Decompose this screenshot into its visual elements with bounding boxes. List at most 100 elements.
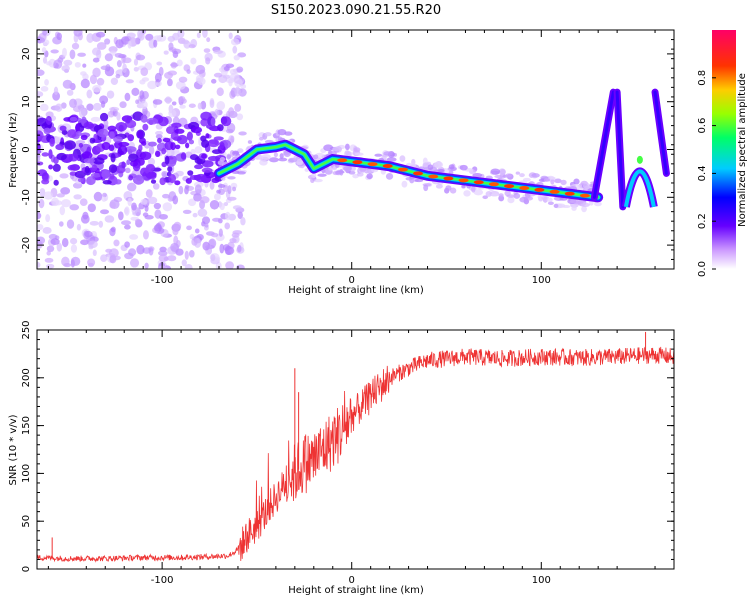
noise-blob [237,211,243,219]
spectrogram-y-tick-label: 10 [21,95,32,108]
band-blob [194,164,204,170]
band-blob [118,124,124,132]
noise-blob [153,39,158,48]
noise-blob [89,220,99,226]
noise-blob [115,73,121,79]
noise-blob [61,102,67,109]
noise-blob [172,50,179,59]
noise-blob [101,196,107,202]
noise-blob [155,130,164,136]
ridge-halo [548,176,556,180]
colorbar-label: Normalized spectral amplitude [737,73,748,227]
noise-blob [144,205,149,212]
noise-blob [202,30,208,38]
noise-blob [197,77,206,86]
noise-blob [194,146,203,154]
ridge-halo [414,178,424,183]
noise-blob [178,185,184,195]
ridge-hotspot [428,174,439,179]
noise-blob [189,233,195,240]
band-blob [159,177,166,186]
band-blob [48,149,53,159]
noise-blob [46,263,55,269]
snr-y-tick-label: 100 [21,464,32,483]
ridge-halo [278,157,288,162]
band-blob [75,123,81,134]
noise-blob [236,113,244,121]
ridge-halo [261,154,271,160]
band-blob [53,179,59,186]
band-blob [128,175,134,181]
band-blob [78,142,84,148]
noise-blob [69,98,77,108]
band-blob [138,137,146,144]
colorbar-ticks: 0.0 0.2 0.4 0.6 0.8 [697,70,716,277]
ridge-halo [423,162,429,169]
noise-blob [60,187,71,195]
ridge-hotspot [458,178,469,183]
ridge-halo [490,168,501,175]
noise-blob [205,244,215,250]
noise-blob [96,42,107,50]
ridge-halo [562,205,571,209]
noise-blob [48,233,58,240]
noise-blob [100,100,106,108]
ridge-halo [437,168,445,173]
noise-blob [194,228,200,234]
noise-blob [93,191,103,202]
ridge-halo [268,157,279,163]
noise-blob [37,37,46,44]
ridge-halo [220,177,226,181]
band-blob [80,134,88,141]
noise-blob [110,77,119,85]
noise-blob [124,92,131,102]
noise-blob [131,202,137,211]
noise-blob [234,86,241,97]
noise-blob [61,256,70,267]
noise-blob [68,82,75,90]
noise-blob [50,238,60,245]
noise-blob [92,249,97,257]
noise-blob [140,67,149,77]
noise-blob [90,116,101,123]
band-blob [37,161,44,166]
band-blob [37,130,44,141]
noise-blob [135,54,146,61]
band-blob [171,122,182,128]
ridge-halo [550,178,555,185]
ridge-halo [343,165,352,172]
noise-blob [91,47,101,56]
noise-blob [44,257,54,263]
noise-blob [42,56,48,64]
noise-blob [204,223,209,228]
colorbar-tick-label: 0.4 [697,165,708,181]
ridge-halo [344,143,350,151]
colorbar-tick-label: 0.6 [697,118,708,134]
noise-blob [136,244,145,255]
ridge-halo [359,167,367,173]
band-blob [195,173,207,183]
band-blob [124,146,137,153]
noise-blob [93,102,102,111]
noise-blob [175,81,186,90]
noise-blob [80,78,90,89]
noise-blob [124,224,131,230]
noise-blob [152,99,163,105]
noise-blob [147,157,156,166]
ridge-halo [580,202,590,207]
band-blob [185,177,192,184]
band-blob [86,176,96,186]
noise-blob [202,216,211,225]
noise-blob [199,196,210,204]
noise-blob [209,200,220,210]
noise-blob [148,145,155,155]
noise-blob [69,204,80,211]
ridge-halo [471,185,476,193]
noise-blob [50,49,59,54]
noise-blob [82,63,87,68]
noise-blob [80,71,87,76]
noise-blob [104,38,111,45]
noise-blob [203,48,211,53]
noise-blob [178,76,188,83]
noise-blob [118,211,124,221]
